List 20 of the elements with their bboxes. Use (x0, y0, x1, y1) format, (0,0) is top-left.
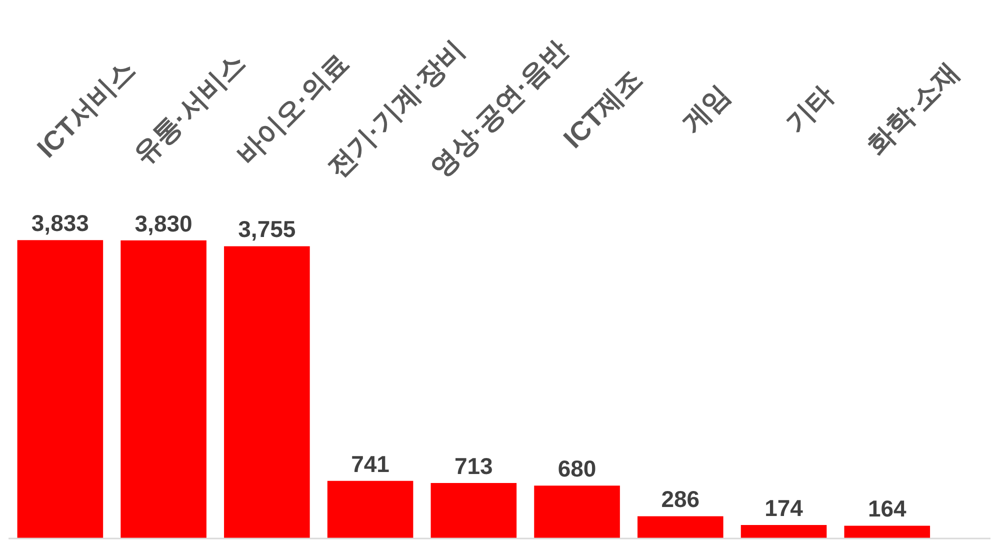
bar (224, 246, 310, 538)
bar (430, 483, 517, 538)
data-label: 3,833 (31, 210, 89, 236)
bar (534, 486, 620, 538)
x-tick-label: 게임 (676, 79, 736, 139)
data-label: 713 (454, 453, 493, 480)
data-label: 680 (558, 456, 596, 482)
bar (120, 240, 206, 538)
data-label: 741 (351, 450, 390, 477)
x-tick-label: 기타 (780, 79, 840, 139)
bar (17, 240, 104, 538)
data-label: 3,755 (238, 216, 296, 242)
data-label: 174 (764, 494, 804, 521)
data-label: 164 (868, 496, 907, 522)
bar (740, 524, 827, 538)
bar (844, 526, 930, 538)
bar (637, 516, 724, 538)
data-label: 3,830 (134, 210, 192, 236)
bar (327, 480, 414, 538)
data-label: 286 (661, 486, 700, 512)
